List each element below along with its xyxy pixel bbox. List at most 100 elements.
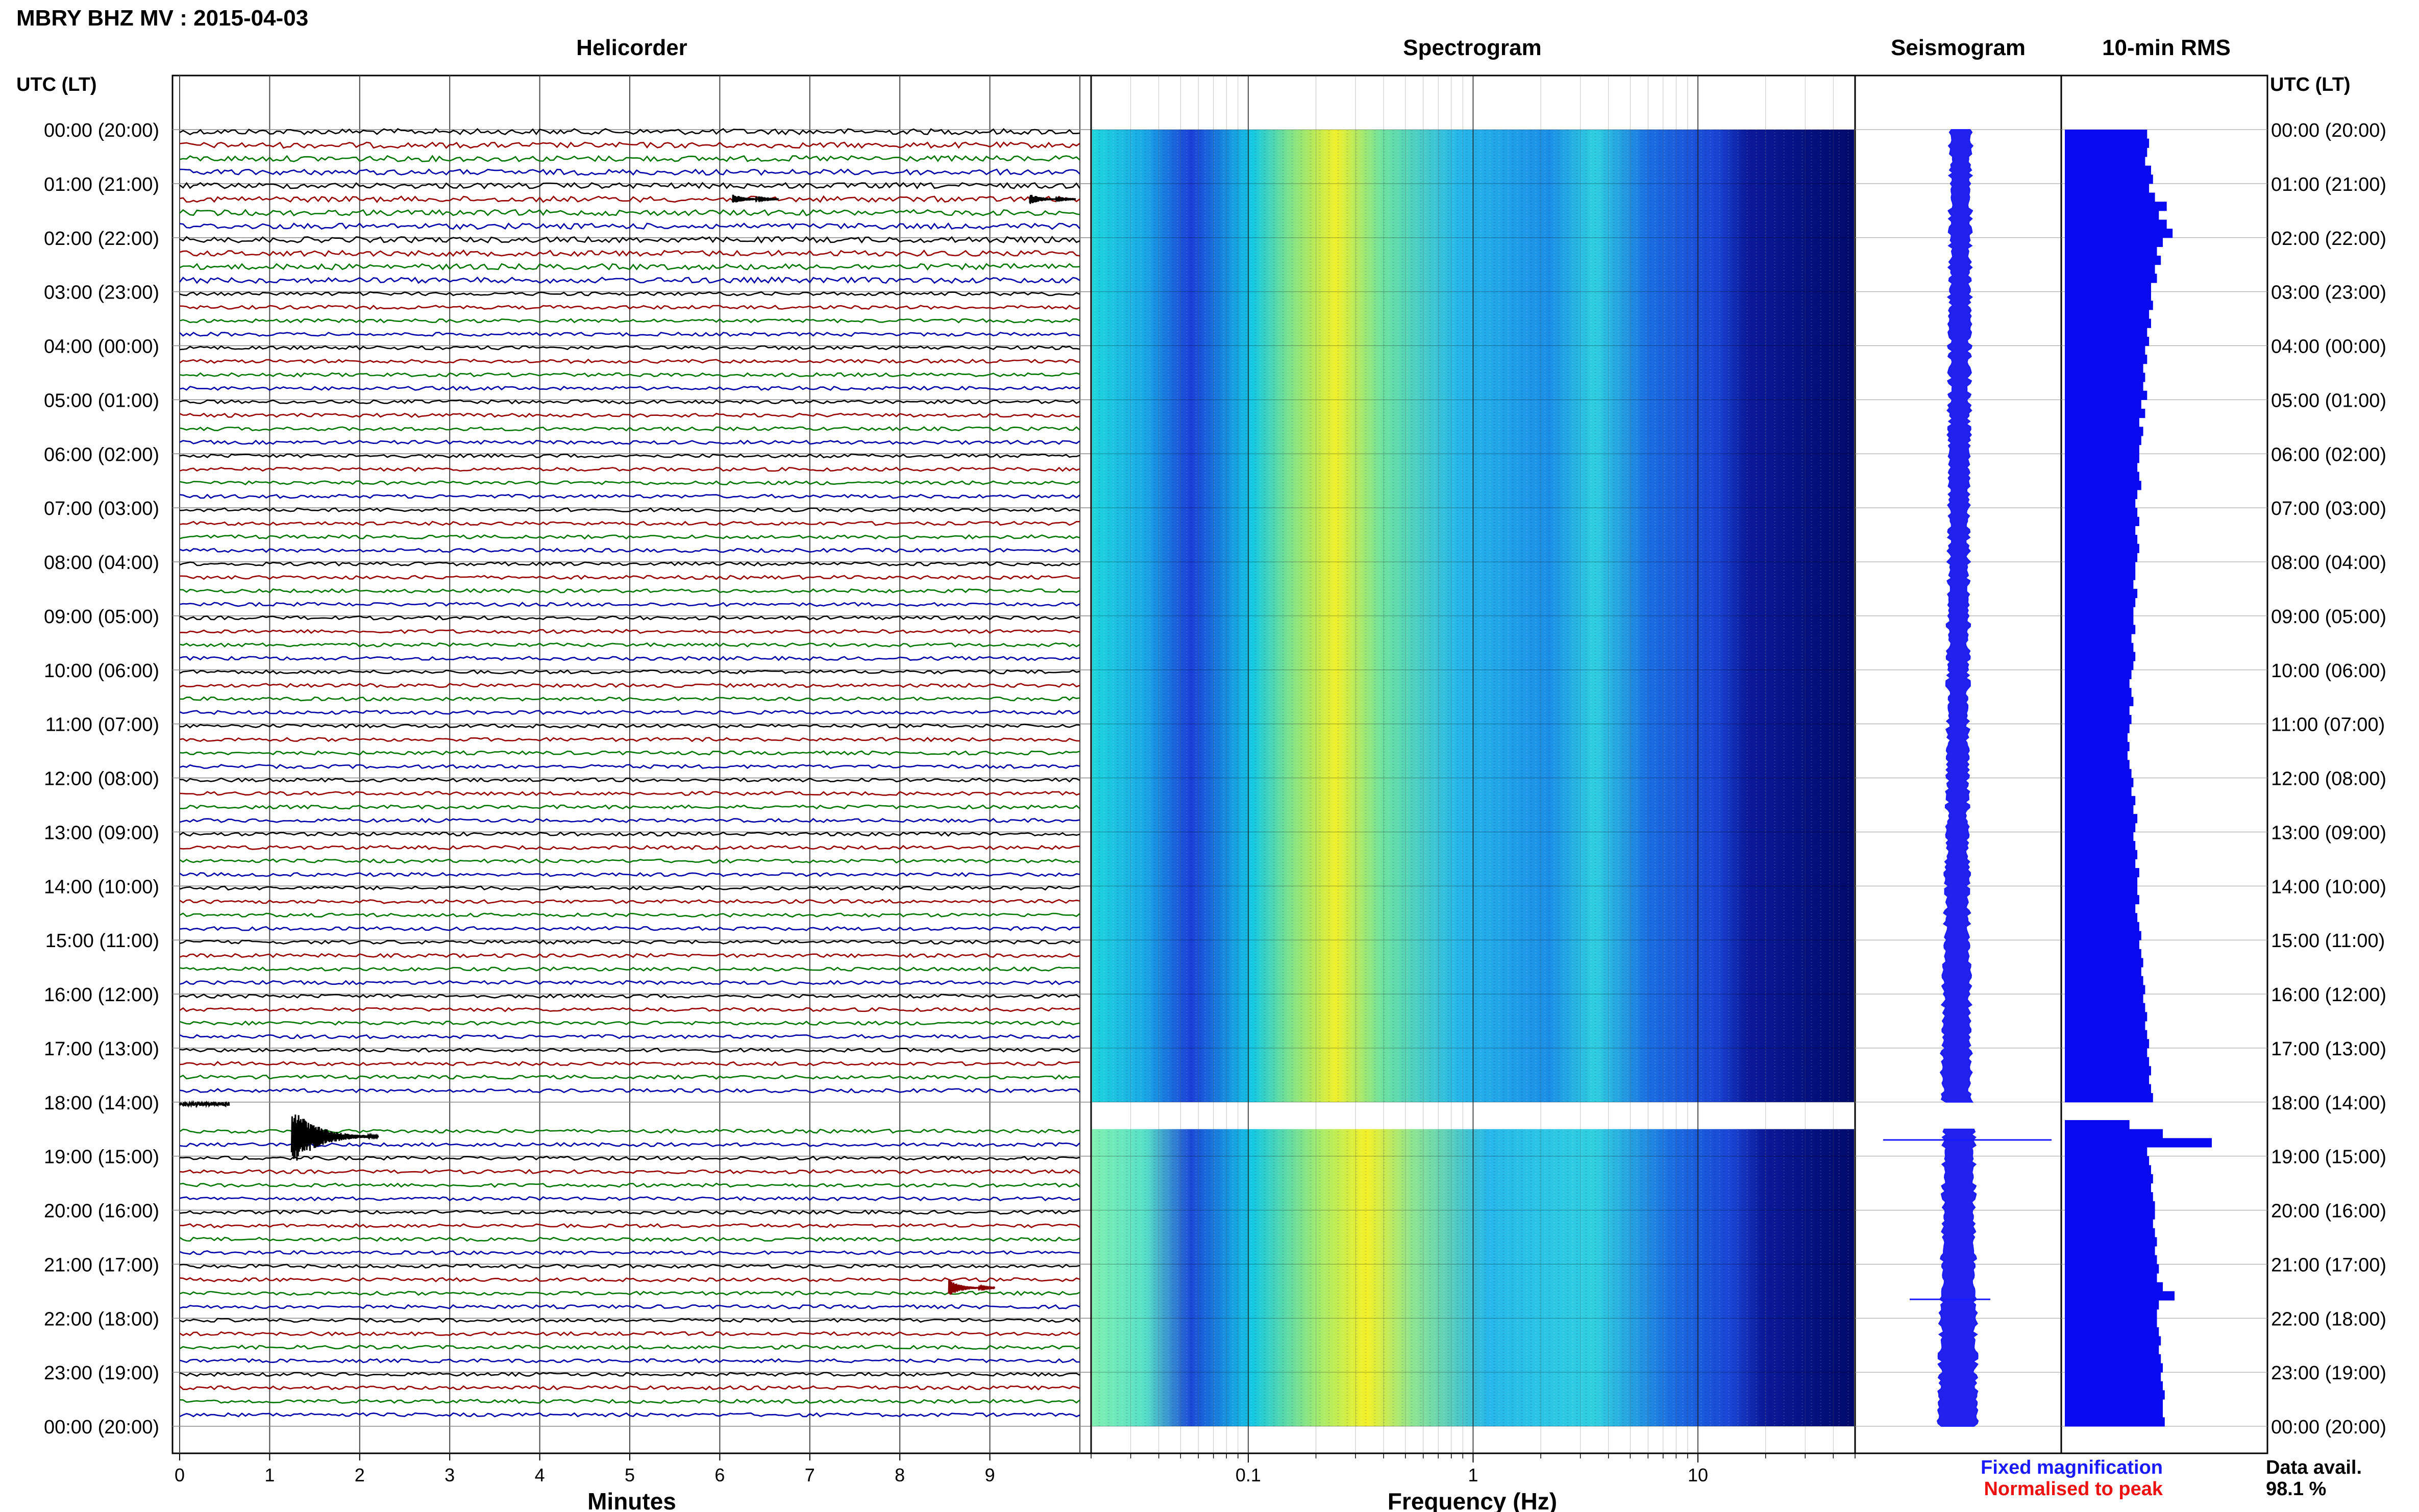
rms-bar [2065, 210, 2159, 220]
rms-bar [2065, 661, 2134, 671]
hour-label-left: 20:00 (16:00) [44, 1201, 159, 1222]
hour-label-left: 16:00 (12:00) [44, 984, 159, 1006]
rms-panel [2060, 75, 2268, 1454]
hour-label-left: 04:00 (00:00) [44, 336, 159, 358]
helicorder-trace-line [179, 723, 1080, 729]
helicorder-trace-line [179, 1142, 1080, 1148]
rms-bar [2065, 1057, 2150, 1067]
hour-label-left: 06:00 (02:00) [44, 444, 159, 465]
rms-bar [2065, 688, 2132, 698]
helicorder-trace-line [179, 372, 1080, 378]
helicorder-trace-line [179, 1223, 1080, 1229]
helicorder-trace-line [179, 588, 1080, 593]
hour-label-right: 07:00 (03:00) [2271, 498, 2386, 519]
helicorder-trace-line [179, 764, 1080, 770]
rms-bar [2065, 850, 2138, 859]
helicorder-trace-line [179, 912, 1080, 918]
helicorder-trace-line [179, 1398, 1080, 1404]
hour-label-left: 12:00 (08:00) [44, 769, 159, 790]
rms-bar [2065, 1147, 2148, 1157]
rms-bar [2065, 1093, 2153, 1103]
rms-bar [2065, 1264, 2159, 1274]
rms-bar [2065, 1228, 2155, 1237]
hour-label-left: 21:00 (17:00) [44, 1254, 159, 1276]
helicorder-trace-line [179, 872, 1080, 877]
rms-bar [2065, 1336, 2161, 1346]
rms-bar [2065, 363, 2143, 373]
helicorder-trace-line [179, 1331, 1080, 1336]
rms-bar [2065, 787, 2132, 797]
rms-bar [2065, 1354, 2161, 1364]
helicorder-trace-line [179, 1047, 1080, 1053]
helicorder-trace-line [179, 1291, 1080, 1296]
helicorder-event [290, 1114, 379, 1161]
helicorder-trace-line [179, 453, 1080, 459]
helicorder-trace-line [179, 966, 1080, 972]
hour-label-right: 15:00 (11:00) [2271, 930, 2385, 952]
rms-bar [2065, 652, 2136, 661]
rms-bar [2065, 336, 2150, 346]
rms-bar [2065, 1363, 2163, 1373]
hour-label-right: 20:00 (16:00) [2271, 1201, 2386, 1222]
helicorder-trace-line [179, 1318, 1080, 1323]
rms-bar [2065, 1390, 2165, 1400]
rms-bar [2065, 769, 2132, 779]
helicorder-trace-line [179, 1155, 1080, 1161]
rms-bar [2065, 553, 2138, 562]
hour-label-left: 00:00 (20:00) [44, 120, 159, 141]
rms-bar [2065, 390, 2148, 400]
data-availability-value: 98.1 % [2266, 1478, 2326, 1500]
rms-bar [2065, 283, 2151, 292]
helicorder-xlabel: Minutes [587, 1488, 676, 1512]
rms-bar [2065, 625, 2136, 634]
hour-label-right: 06:00 (02:00) [2271, 444, 2386, 465]
helicorder-trace-line [179, 1385, 1080, 1391]
rms-bar [2065, 760, 2130, 770]
rms-bar [2065, 877, 2138, 886]
hour-label-left: 02:00 (22:00) [44, 228, 159, 250]
seismogram-trace [1936, 129, 1979, 1427]
rms-bar [2065, 345, 2145, 355]
helicorder-trace-line [179, 561, 1080, 567]
rms-bar [2065, 1201, 2155, 1211]
rms-bar [2065, 436, 2141, 445]
rms-bar [2065, 904, 2136, 913]
fixed-magnification-legend: Fixed magnification [1981, 1457, 2163, 1478]
helicorder-trace-line [179, 817, 1080, 824]
rms-bar [2065, 1066, 2151, 1076]
helicorder-trace-line [179, 345, 1080, 351]
hour-label-right: 08:00 (04:00) [2271, 552, 2386, 574]
rms-bar [2065, 246, 2157, 256]
rms-bar [2065, 130, 2148, 139]
helicorder-trace-line [179, 1371, 1080, 1377]
rms-bar [2065, 138, 2150, 148]
hour-label-right: 14:00 (10:00) [2271, 876, 2386, 898]
helicorder-trace-line [179, 710, 1080, 715]
helicorder-trace-line [179, 1020, 1080, 1026]
rms-bar [2065, 301, 2153, 310]
hour-label-left: 08:00 (04:00) [44, 552, 159, 574]
rms-bar [2065, 1021, 2145, 1031]
helicorder-trace-line [179, 1196, 1080, 1202]
rms-bar [2065, 1246, 2155, 1256]
helicorder-event [948, 1280, 996, 1295]
spectrogram-x-tick-label: 1 [1468, 1465, 1478, 1485]
rms-bar [2065, 444, 2139, 454]
hour-label-right: 04:00 (00:00) [2271, 336, 2386, 358]
rms-bar [2065, 183, 2150, 193]
utc-lt-left-header: UTC (LT) [16, 74, 97, 95]
helicorder-trace-line [179, 615, 1080, 621]
helicorder-x-tick-label: 8 [895, 1465, 905, 1485]
helicorder-trace-line [179, 466, 1080, 472]
rms-bar [2065, 462, 2138, 473]
rms-bar [2065, 724, 2130, 733]
hour-label-right: 19:00 (15:00) [2271, 1147, 2386, 1168]
rms-bar [2065, 1174, 2153, 1184]
rms-bar [2065, 543, 2139, 553]
rms-bar [2065, 1219, 2153, 1229]
rms-bar [2065, 985, 2145, 995]
rms-bar [2065, 526, 2136, 535]
rms-bar [2065, 1192, 2153, 1202]
rms-bar [2065, 1165, 2151, 1175]
